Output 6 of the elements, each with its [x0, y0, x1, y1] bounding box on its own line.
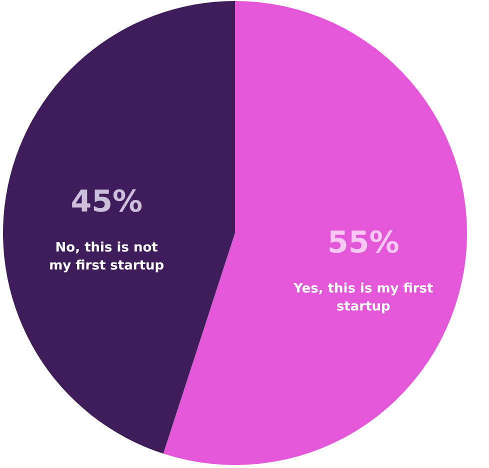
slice-label: Yes, this is my first startup — [292, 281, 434, 314]
slice-label: No, this is not my first startup — [49, 240, 164, 274]
data-label: 55% — [327, 225, 400, 260]
pie-slice — [3, 1, 235, 454]
pie-slice — [163, 1, 467, 465]
data-label: 45% — [70, 184, 143, 220]
